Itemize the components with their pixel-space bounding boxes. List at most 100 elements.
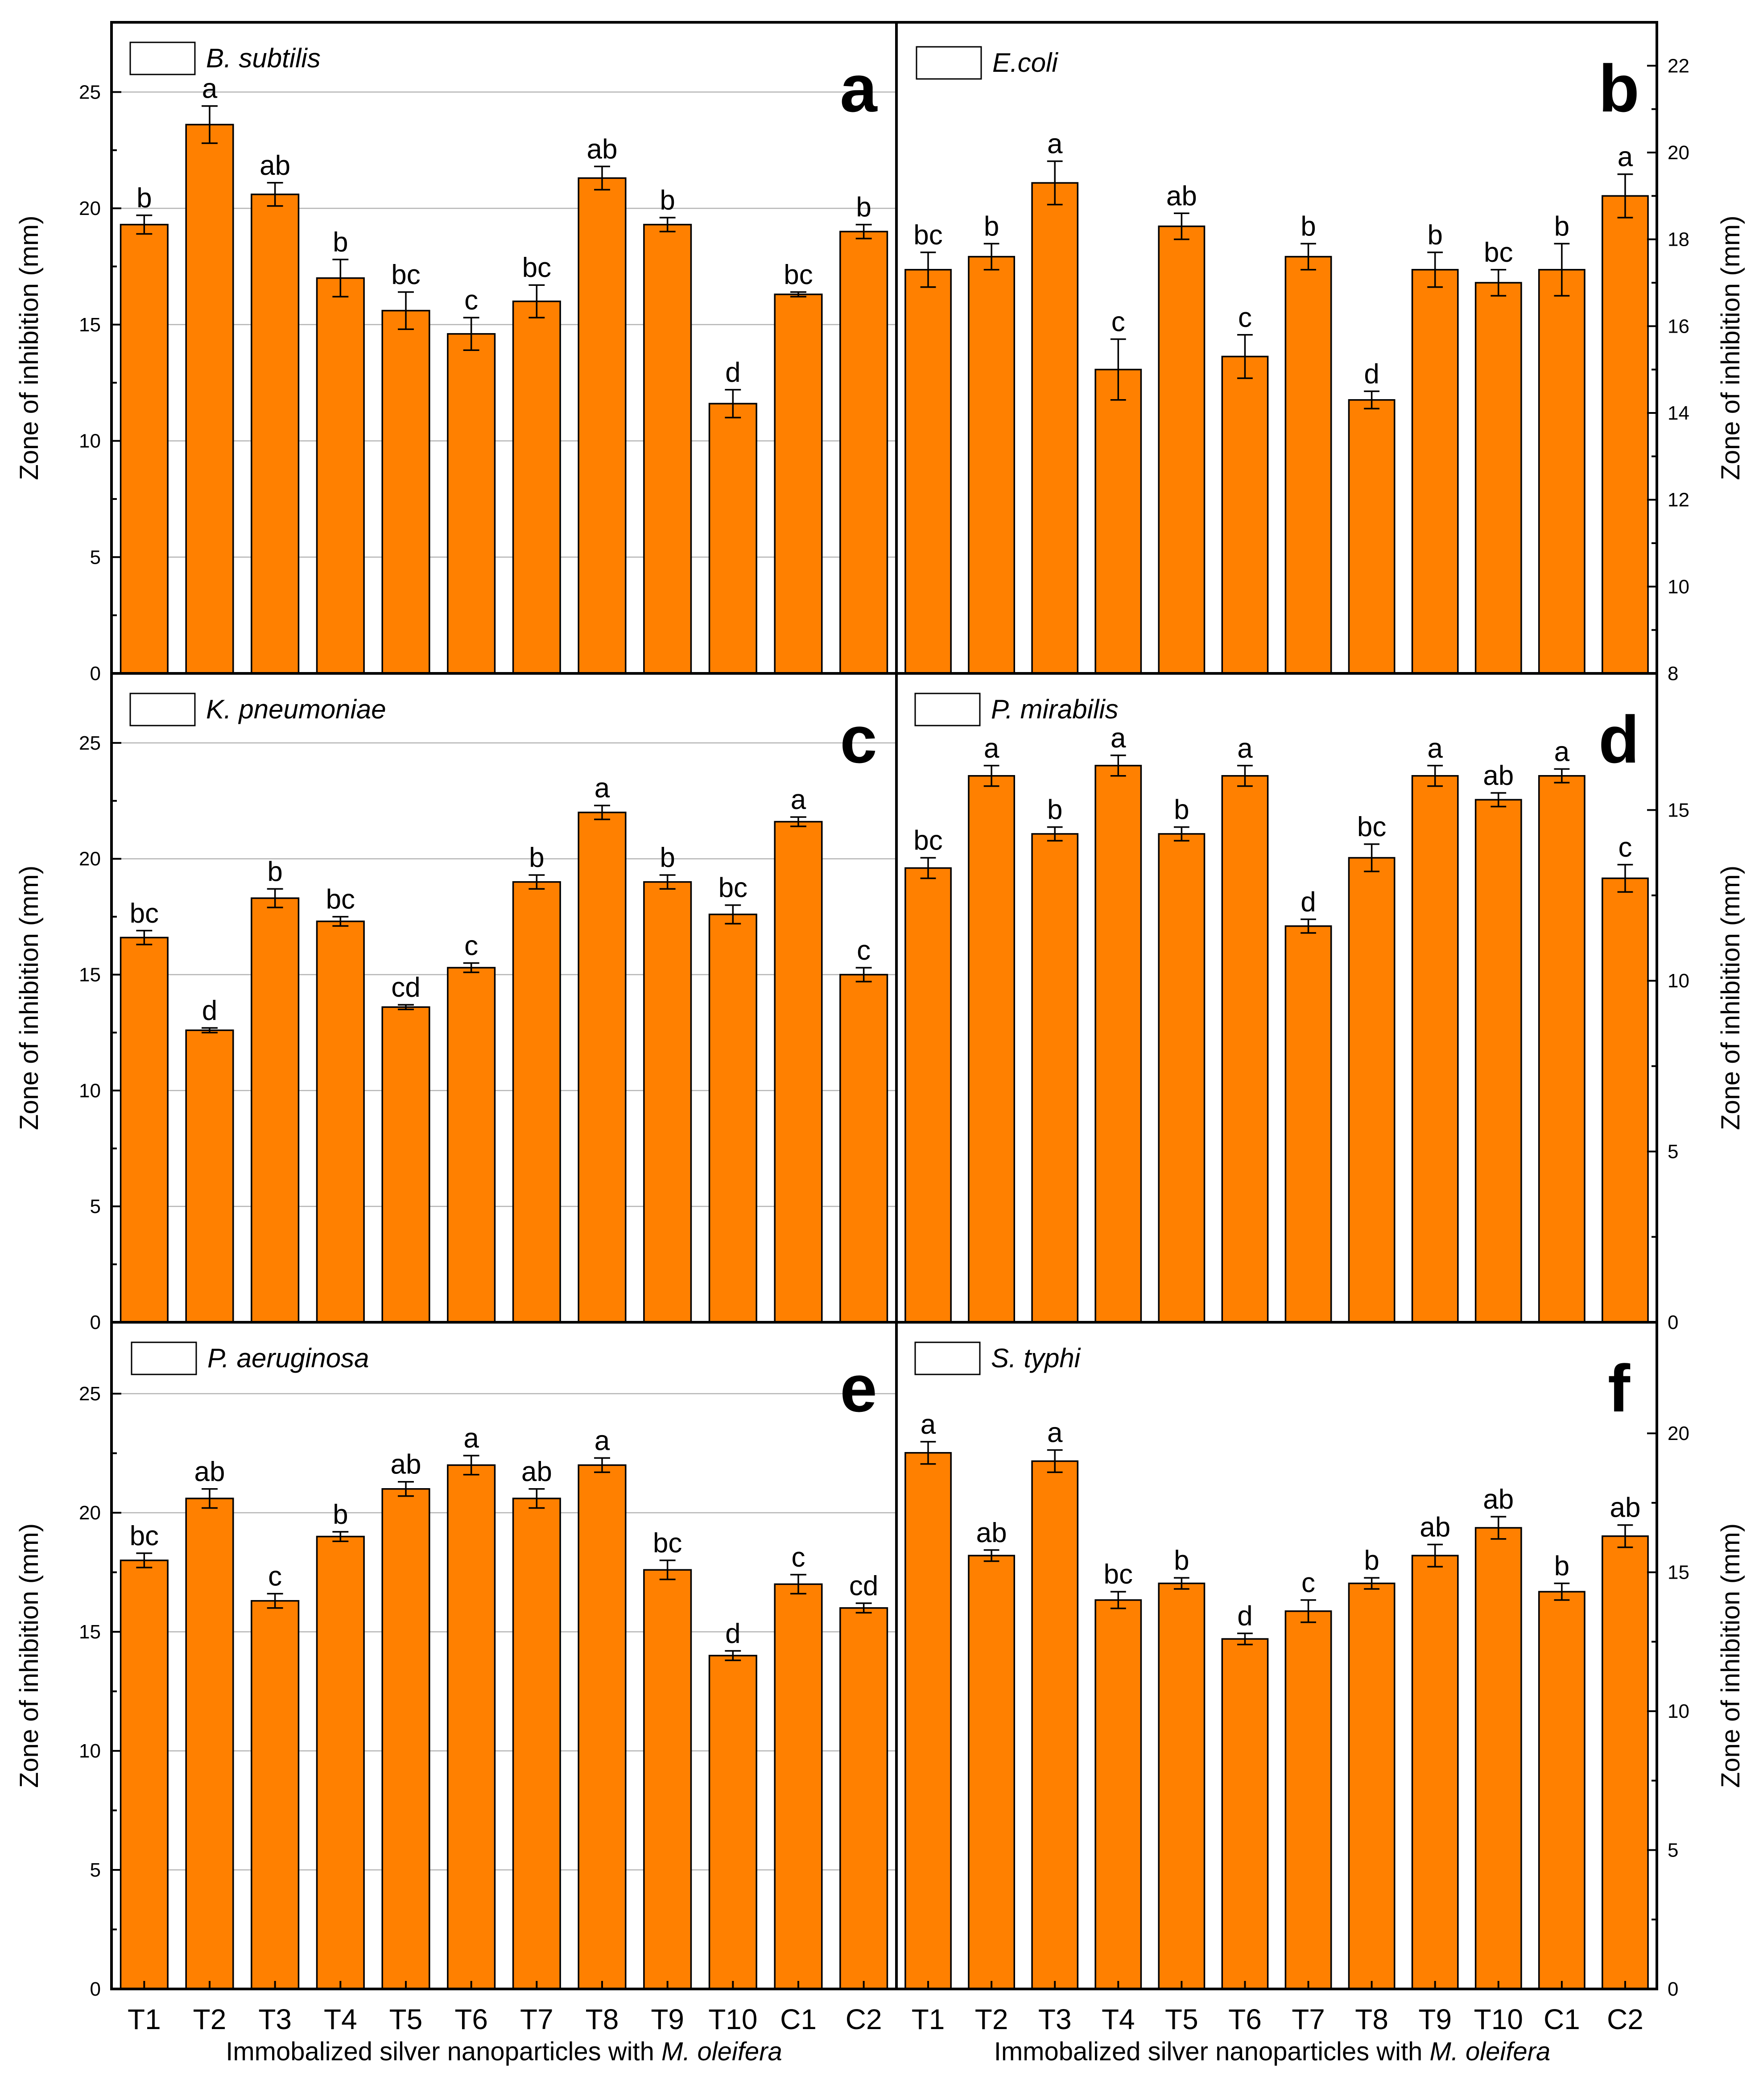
significance-letter: a	[595, 773, 610, 804]
bar-c2	[1602, 195, 1649, 674]
bar-t7	[1284, 256, 1332, 674]
significance-letter: d	[1301, 887, 1316, 917]
significance-letter: bc	[913, 825, 942, 856]
significance-letter: b	[333, 1499, 348, 1530]
bar-t2	[185, 1498, 234, 1990]
x-axis-title-species: M. oleifera	[661, 2037, 782, 2066]
significance-letter: b	[660, 842, 675, 873]
x-axis-title-prefix: Immobalized silver nanoparticles with	[994, 2037, 1430, 2066]
x-tick-label: T5	[389, 2003, 423, 2035]
significance-letter: b	[984, 211, 999, 242]
significance-letter: a	[1047, 1418, 1063, 1448]
bar-t5	[1158, 1582, 1206, 1990]
y-tick-label: 0	[90, 663, 101, 685]
bar-t8	[578, 1464, 627, 1990]
significance-letter: bc	[1357, 812, 1386, 842]
bar-t10	[708, 913, 757, 1323]
y-tick-label: 20	[79, 198, 101, 219]
bar-t10	[1474, 799, 1522, 1323]
significance-letter: c	[1618, 832, 1632, 863]
panel-letter: f	[1608, 1351, 1631, 1426]
bar-c2	[1602, 1535, 1649, 1990]
legend-swatch	[129, 41, 196, 75]
significance-letter: c	[1111, 307, 1125, 338]
y-tick-label: 20	[1668, 1423, 1689, 1444]
x-tick-label: C2	[1607, 2003, 1643, 2035]
significance-letter: a	[1618, 142, 1633, 173]
significance-letter: ab	[1483, 760, 1514, 791]
significance-letter: ab	[521, 1456, 552, 1487]
significance-letter: bc	[1484, 237, 1513, 268]
y-tick-label: 5	[1668, 1141, 1678, 1163]
bar-c2	[1602, 877, 1649, 1323]
bar-t2	[968, 256, 1016, 674]
significance-letter: ab	[587, 134, 618, 165]
y-tick-label: 0	[90, 1978, 101, 2000]
panel-a: b a ab b bc c bc ab b d bc b 0 5 10 15 20 25 Zone of inhib…	[15, 21, 898, 685]
y-tick-label: 0	[1668, 1312, 1678, 1333]
bar-t1	[120, 937, 169, 1323]
significance-letter: ab	[260, 150, 290, 181]
significance-letter: b	[1174, 795, 1189, 825]
x-tick-label: T3	[258, 2003, 292, 2035]
y-tick-label: 8	[1668, 663, 1678, 685]
bar-t1	[904, 867, 952, 1323]
panel-letter: b	[1598, 51, 1639, 126]
significance-letter: d	[725, 357, 740, 388]
bar-t3	[251, 897, 300, 1323]
bar-t3	[251, 194, 300, 674]
legend-label: B. subtilis	[206, 43, 321, 73]
plot-frame	[895, 1321, 1658, 1990]
bar-t2	[185, 124, 234, 674]
bar-t9	[643, 1569, 692, 1990]
significance-letter: ab	[1610, 1493, 1640, 1523]
y-tick-label: 15	[1668, 1562, 1689, 1584]
x-tick-label: T8	[1355, 2003, 1388, 2035]
y-axis-label: Zone of inhibition (mm)	[1716, 1523, 1745, 1788]
bar-t3	[1031, 833, 1079, 1323]
bar-c1	[1538, 1591, 1585, 1990]
y-tick-label: 10	[79, 1080, 101, 1102]
significance-letter: b	[136, 183, 152, 214]
x-tick-label: T8	[586, 2003, 619, 2035]
x-tick-label: T2	[975, 2003, 1008, 2035]
x-tick-label: T2	[193, 2003, 227, 2035]
bar-t10	[708, 1654, 757, 1990]
bar-t10	[1474, 282, 1522, 674]
legend-label: P. mirabilis	[991, 694, 1119, 724]
significance-letter: c	[857, 935, 871, 966]
x-axis-title: Immobalized silver nanoparticles with M.…	[226, 2037, 782, 2066]
significance-letter: a	[202, 74, 218, 104]
significance-letter: bc	[913, 220, 942, 251]
bar-c2	[839, 1607, 888, 1990]
y-tick-label: 18	[1668, 229, 1689, 251]
significance-letter: b	[1554, 211, 1569, 242]
y-tick-label: 15	[1668, 799, 1689, 821]
significance-letter: bc	[1104, 1559, 1133, 1590]
y-tick-label: 5	[90, 1859, 101, 1881]
legend-label: S. typhi	[991, 1343, 1081, 1373]
bar-t2	[968, 1555, 1016, 1990]
significance-letter: bc	[130, 898, 159, 929]
y-axis-label: Zone of inhibition (mm)	[1716, 215, 1745, 480]
bar-t5	[1158, 225, 1206, 674]
bar-c2	[839, 974, 888, 1323]
significance-letter: b	[1174, 1545, 1189, 1576]
bar-t1	[904, 269, 952, 674]
y-axis-label: Zone of inhibition (mm)	[15, 215, 44, 480]
significance-letter: b	[1554, 1551, 1569, 1582]
significance-letter: bc	[391, 260, 420, 290]
bar-t8	[578, 177, 627, 674]
significance-letter: b	[1047, 795, 1062, 825]
y-tick-label: 15	[79, 314, 101, 336]
y-tick-label: 15	[79, 1621, 101, 1643]
x-tick-label: T1	[128, 2003, 161, 2035]
bar-t9	[1411, 775, 1459, 1323]
x-tick-label: C2	[846, 2003, 882, 2035]
significance-letter: a	[595, 1425, 610, 1456]
significance-letter: a	[791, 784, 806, 815]
bar-t6	[447, 1464, 496, 1990]
bar-t5	[381, 1006, 430, 1323]
bar-c1	[774, 1583, 823, 1990]
